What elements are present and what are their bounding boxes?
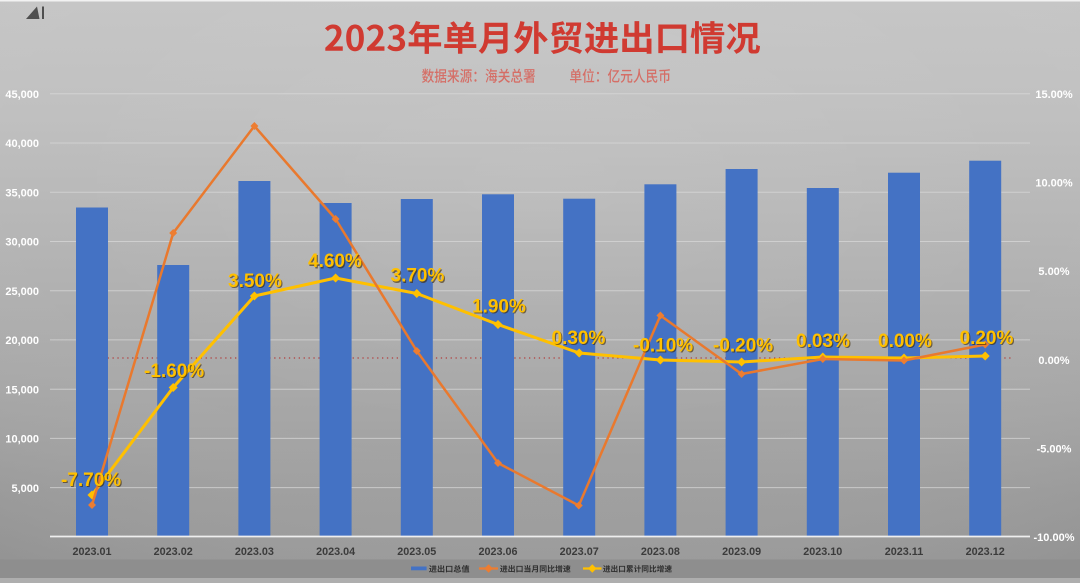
svg-text:-5.00%: -5.00% <box>1037 443 1072 455</box>
svg-text:1.90%: 1.90% <box>472 297 526 318</box>
svg-text:3.70%: 3.70% <box>391 266 445 287</box>
svg-text:0.20%: 0.20% <box>961 329 1015 350</box>
svg-text:0.03%: 0.03% <box>796 331 850 352</box>
svg-text:30,000: 30,000 <box>5 237 39 249</box>
svg-text:0.20%: 0.20% <box>960 328 1014 349</box>
svg-text:2023.05: 2023.05 <box>397 546 436 558</box>
svg-text:2023.10: 2023.10 <box>803 546 842 558</box>
svg-text:0.30%: 0.30% <box>552 328 606 349</box>
svg-text:0.00%: 0.00% <box>1038 355 1069 367</box>
svg-text:-10.00%: -10.00% <box>1034 532 1075 544</box>
svg-text:3.50%: 3.50% <box>229 272 283 293</box>
svg-text:2023.04: 2023.04 <box>316 546 355 558</box>
svg-text:-0.10%: -0.10% <box>634 337 694 358</box>
svg-text:2023.02: 2023.02 <box>154 546 193 558</box>
svg-text:20,000: 20,000 <box>5 335 39 347</box>
svg-text:-1.60%: -1.60% <box>144 361 204 382</box>
svg-text:2023.09: 2023.09 <box>722 546 761 558</box>
svg-text:2023.07: 2023.07 <box>560 546 599 558</box>
svg-text:-0.20%: -0.20% <box>714 337 774 358</box>
svg-text:2023.08: 2023.08 <box>641 546 680 558</box>
svg-text:40,000: 40,000 <box>5 138 39 150</box>
svg-text:2023.11: 2023.11 <box>885 546 923 558</box>
svg-text:15,000: 15,000 <box>5 384 39 396</box>
svg-text:0.00%: 0.00% <box>878 331 932 352</box>
svg-text:0.03%: 0.03% <box>797 332 851 353</box>
svg-text:10,000: 10,000 <box>5 434 39 446</box>
svg-text:2023.01: 2023.01 <box>72 546 111 558</box>
svg-text:0.30%: 0.30% <box>553 329 607 350</box>
svg-text:4.60%: 4.60% <box>308 251 362 272</box>
svg-text:4.60%: 4.60% <box>309 252 363 273</box>
svg-text:3.50%: 3.50% <box>228 271 282 292</box>
svg-text:1.90%: 1.90% <box>473 298 527 319</box>
svg-text:-0.10%: -0.10% <box>633 336 693 357</box>
svg-text:35,000: 35,000 <box>5 187 39 199</box>
svg-text:0.00%: 0.00% <box>879 332 933 353</box>
svg-text:5,000: 5,000 <box>11 483 39 495</box>
svg-text:2023.03: 2023.03 <box>235 546 274 558</box>
svg-text:25,000: 25,000 <box>5 286 39 298</box>
svg-text:3.70%: 3.70% <box>392 267 446 288</box>
svg-text:-0.20%: -0.20% <box>713 336 773 357</box>
svg-text:-1.60%: -1.60% <box>145 362 205 383</box>
svg-text:5.00%: 5.00% <box>1038 266 1069 278</box>
svg-text:45,000: 45,000 <box>5 89 39 101</box>
svg-text:-7.70%: -7.70% <box>62 471 122 492</box>
svg-text:15.00%: 15.00% <box>1035 89 1073 101</box>
svg-text:2023.12: 2023.12 <box>966 546 1005 558</box>
svg-text:2023.06: 2023.06 <box>478 546 517 558</box>
svg-text:-7.70%: -7.70% <box>61 470 121 491</box>
svg-text:10.00%: 10.00% <box>1035 178 1073 190</box>
